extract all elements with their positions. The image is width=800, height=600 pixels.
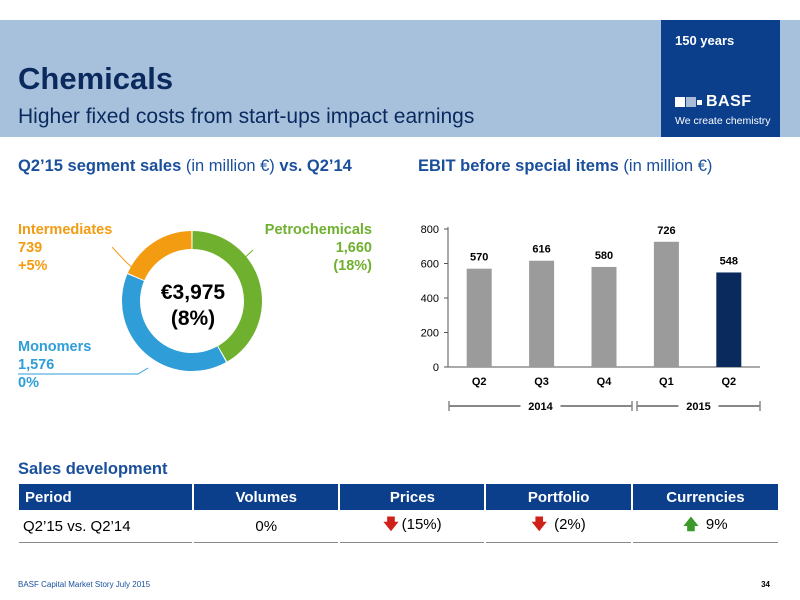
leader-line-petrochemicals (228, 249, 254, 262)
x-tick-label: Q2 (721, 376, 736, 388)
bar-2015-Q2 (716, 272, 742, 367)
y-tick-label: 200 (421, 328, 439, 340)
table-row: Q2’15 vs. Q2’14 0% 🡇 (15%) 🡇 (2%) 🡅 9% (19, 510, 778, 543)
portfolio-value: (2%) (554, 515, 586, 533)
y-tick-label: 400 (421, 293, 439, 305)
year-group-label: 2015 (686, 401, 710, 413)
prices-value: (15%) (401, 515, 442, 533)
sales-development-title: Sales development (18, 460, 168, 478)
year-label-bg (678, 398, 719, 414)
cell-period: Q2’15 vs. Q2’14 (19, 510, 192, 543)
segment-label-intermediates: Intermediates 739 +5% (18, 221, 112, 275)
x-tick-label: Q1 (659, 376, 674, 388)
segment-change: 0% (18, 375, 39, 391)
bar-2015-Q1 (653, 241, 679, 367)
segment-sales-title: Q2’15 segment sales (in million €) vs. Q… (18, 157, 352, 176)
currencies-value: 9% (705, 515, 728, 533)
header-volumes: Volumes (193, 484, 339, 510)
bar-value-label: 548 (720, 255, 738, 267)
cell-currencies: 🡅 9% (632, 510, 778, 543)
segment-sales-donut-chart (18, 231, 262, 375)
cell-portfolio: 🡇 (2%) (486, 510, 631, 543)
donut-slice-monomers (122, 274, 227, 371)
bar-2014-Q3 (529, 260, 555, 367)
sales-development-table: Period Volumes Prices Portfolio Currenci… (17, 484, 780, 543)
page-subtitle: Higher fixed costs from start-ups impact… (18, 105, 475, 128)
year-label-bg (520, 398, 561, 414)
y-tick-label: 0 (433, 362, 439, 374)
donut-center-total: €3,975 (8%) (148, 280, 238, 332)
segment-name: Intermediates (18, 222, 113, 238)
bar-value-label: 616 (532, 244, 550, 256)
ebit-bar-chart: 0 200 400 600 800 570 Q2 616 Q3 580 Q4 726 Q1 548 Q2 20… (421, 224, 761, 414)
y-tick-label: 800 (421, 224, 439, 236)
total-sales-change: (8%) (170, 307, 216, 330)
x-tick-label: Q3 (534, 376, 549, 388)
cell-prices: 🡇 (15%) (340, 510, 485, 543)
logo-text: BASF (706, 93, 752, 110)
segment-change: (18%) (333, 258, 372, 274)
segment-name: Monomers (18, 339, 92, 355)
arrow-down-icon: 🡇 (531, 515, 547, 533)
header-currencies: Currencies (632, 484, 778, 510)
segment-sales-title-main: Q2’15 segment sales (18, 157, 182, 175)
x-tick-label: Q4 (597, 376, 613, 388)
bar-value-label: 580 (595, 250, 613, 262)
logo-dot-icon (697, 100, 702, 105)
leader-line-intermediates (111, 246, 137, 272)
logo-square-icon (675, 97, 685, 107)
page-number: 34 (761, 580, 770, 589)
logo-tagline: We create chemistry (675, 115, 771, 127)
anniversary-badge: 150 years (675, 33, 735, 48)
segment-label-petrochemicals: Petrochemicals 1,660 (18%) (265, 221, 372, 275)
arrow-up-icon: 🡅 (683, 515, 699, 533)
ebit-title-main: EBIT before special items (418, 157, 619, 175)
arrow-down-icon: 🡇 (383, 515, 399, 533)
header-portfolio: Portfolio (486, 484, 631, 510)
bar-value-label: 726 (657, 225, 675, 237)
total-sales-value: €3,975 (160, 281, 226, 304)
table-header-row: Period Volumes Prices Portfolio Currenci… (19, 484, 778, 510)
segment-value: 739 (18, 240, 43, 256)
brand-box: 150 years BASF We create chemistry (661, 20, 780, 137)
x-tick-label: Q2 (472, 376, 487, 388)
y-tick-label: 600 (421, 259, 439, 271)
segment-label-monomers: Monomers 1,576 0% (18, 338, 91, 392)
donut-slice-intermediates (127, 231, 192, 281)
ebit-title-unit: (in million €) (623, 157, 713, 175)
segment-sales-title-compare: vs. Q2’14 (279, 157, 352, 175)
cell-volumes: 0% (193, 510, 339, 543)
header-period: Period (19, 484, 192, 510)
leader-line-monomers (18, 367, 149, 375)
segment-value: 1,660 (335, 240, 372, 256)
page-title: Chemicals (18, 61, 174, 96)
year-group-label: 2014 (528, 401, 553, 413)
bar-value-label: 570 (470, 252, 488, 264)
bar-2014-Q4 (591, 266, 617, 367)
basf-logo: BASF (675, 94, 770, 112)
donut-slice-petrochemicals (192, 231, 262, 362)
segment-value: 1,576 (18, 357, 55, 373)
segment-sales-title-unit: (in million €) (185, 157, 275, 175)
logo-square-icon (686, 97, 696, 107)
bar-2014-Q2 (466, 268, 492, 367)
header-prices: Prices (340, 484, 485, 510)
segment-change: +5% (18, 258, 48, 274)
ebit-title: EBIT before special items (in million €) (418, 157, 712, 176)
segment-name: Petrochemicals (264, 222, 372, 238)
footer-text: BASF Capital Market Story July 2015 (18, 580, 151, 589)
